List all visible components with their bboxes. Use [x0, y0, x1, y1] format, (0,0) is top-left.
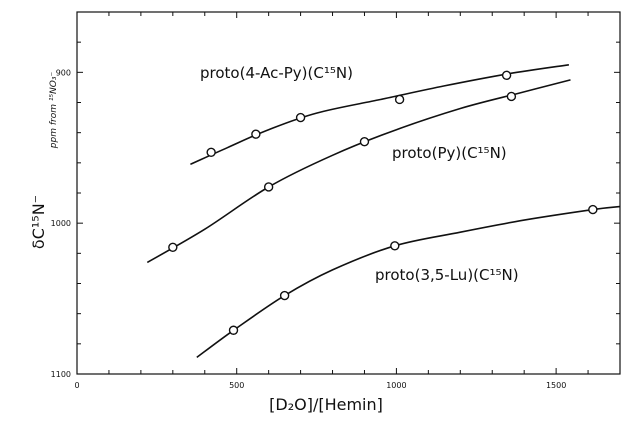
series-label-py: proto(Py)(C¹⁵N)	[392, 144, 507, 162]
series-0-curve	[190, 64, 570, 166]
x-tick-label-1: 500	[229, 381, 244, 390]
series-0-point-4	[501, 70, 512, 81]
series-label-4-ac-py: proto(4-Ac-Py)(C¹⁵N)	[200, 64, 353, 82]
series-1-point-2	[359, 137, 370, 147]
series-1-point-1	[263, 182, 274, 192]
series-1-point-0	[168, 242, 178, 253]
x-axis-title: [D₂O]/[Hemin]	[269, 395, 383, 414]
series-0-point-2	[295, 112, 306, 123]
series-0-point-1	[251, 129, 261, 139]
series-0-point-3	[394, 94, 405, 105]
y-axis-title: δC¹⁵N⁻	[29, 195, 48, 249]
chart-series	[146, 64, 621, 359]
y-tick-label-1: 1000	[51, 219, 71, 228]
series-2-point-3	[588, 204, 598, 215]
y-tick-label-0: 900	[56, 68, 71, 77]
y-tick-label-2: 1100	[51, 370, 71, 379]
y-axis-unit: ppm from ¹⁵NO₃⁻	[49, 72, 59, 150]
series-1-point-3	[506, 91, 517, 102]
series-1-curve	[146, 79, 571, 264]
x-tick-label-3: 1500	[546, 381, 566, 390]
y-axis-title-group: δC¹⁵N⁻	[29, 195, 48, 249]
series-label-3-5-lu: proto(3,5-Lu)(C¹⁵N)	[375, 266, 519, 284]
series-0-point-0	[206, 147, 216, 157]
series-2-point-0	[228, 325, 239, 335]
x-tick-label-0: 0	[74, 381, 79, 390]
series-2-point-1	[279, 290, 290, 301]
x-tick-label-2: 1000	[386, 381, 406, 390]
y-axis-unit-group: ppm from ¹⁵NO₃⁻	[49, 72, 59, 150]
series-2-point-2	[390, 241, 400, 251]
